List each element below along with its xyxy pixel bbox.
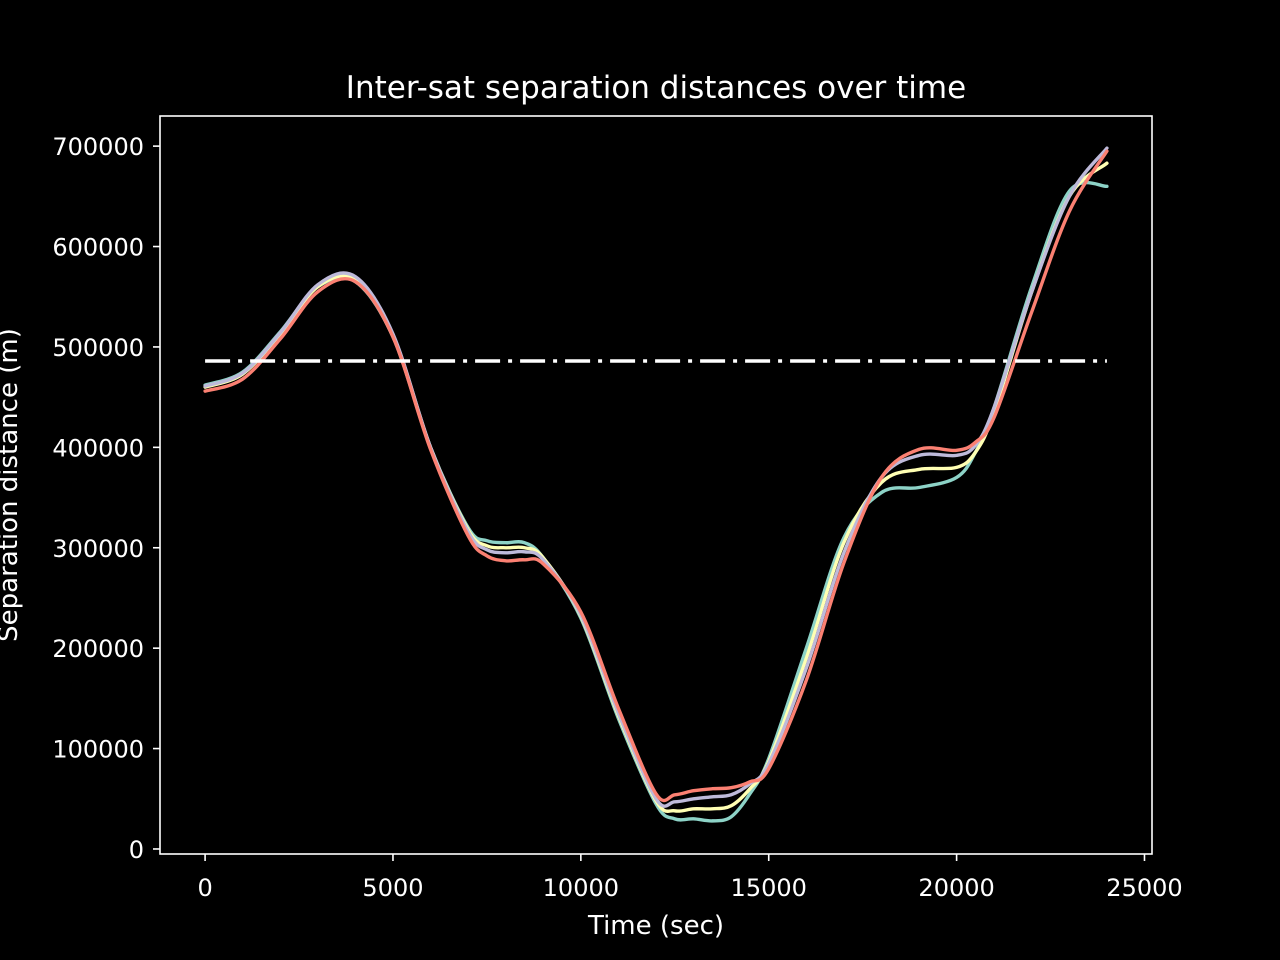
y-tick-label: 200000 <box>52 635 144 663</box>
plot-frame <box>159 115 1153 855</box>
x-tick-label: 5000 <box>362 874 423 902</box>
x-tick-label: 15000 <box>731 874 807 902</box>
series-lines <box>203 146 1109 823</box>
y-axis-ticks: 0 100000 200000 300000 400000 500000 600000 700… <box>52 133 160 864</box>
y-axis-label: Separation distance (m) <box>0 328 24 642</box>
x-axis-label: Time (sec) <box>587 911 724 941</box>
x-axis-ticks: 0 5000 10000 15000 20000 25000 <box>197 854 1183 902</box>
y-tick-label: 600000 <box>52 234 144 262</box>
y-tick-label: 700000 <box>52 133 144 161</box>
series-line-2 <box>203 161 1109 813</box>
series-line-3 <box>203 146 1109 808</box>
y-tick-label: 0 <box>129 836 144 864</box>
x-tick-label: 10000 <box>543 874 619 902</box>
chart-title: Inter-sat separation distances over time <box>346 70 966 106</box>
y-tick-label: 300000 <box>52 535 144 563</box>
x-tick-label: 0 <box>197 874 212 902</box>
y-tick-label: 400000 <box>52 434 144 462</box>
x-tick-label: 20000 <box>918 874 994 902</box>
y-tick-label: 500000 <box>52 334 144 362</box>
x-tick-label: 25000 <box>1106 874 1182 902</box>
series-line-4 <box>203 149 1109 803</box>
y-tick-label: 100000 <box>52 736 144 764</box>
